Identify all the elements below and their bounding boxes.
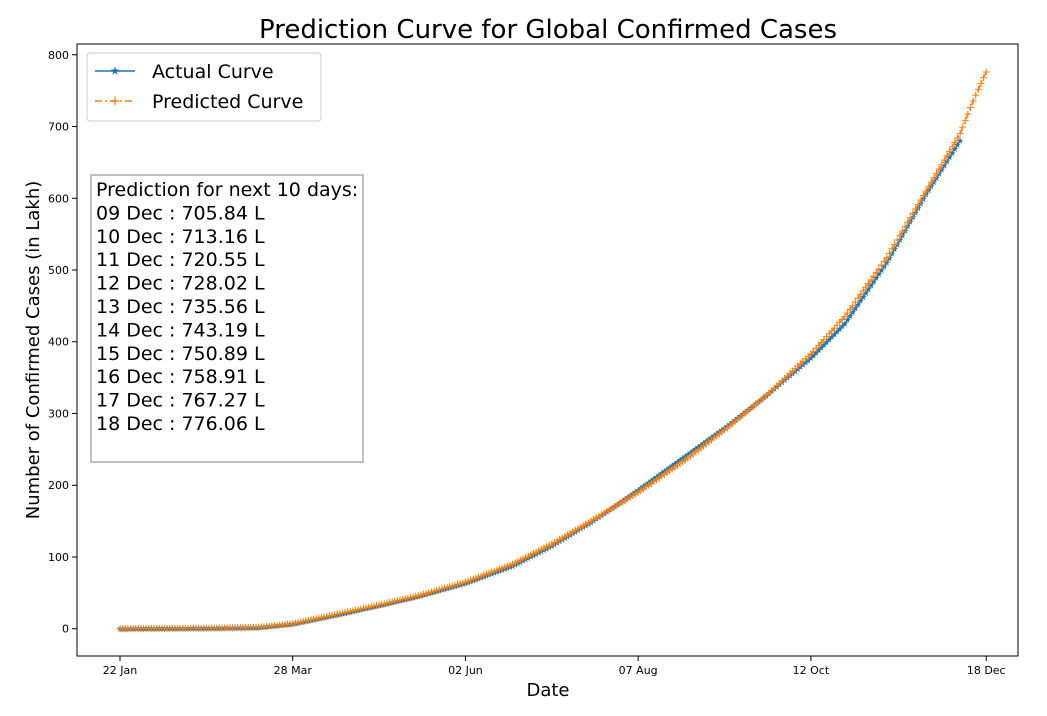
annotation-line: 14 Dec : 743.19 L: [96, 319, 265, 341]
legend-actual-curve-marker: [110, 66, 120, 75]
annotation-box: [90, 174, 364, 463]
chart-title: Prediction Curve for Global Confirmed Ca…: [259, 15, 837, 45]
x-tick-label: 28 Mar: [274, 664, 313, 677]
annotation-line: 10 Dec : 713.16 L: [96, 226, 265, 248]
annotation-heading: Prediction for next 10 days:: [96, 179, 358, 201]
annotation-line: 17 Dec : 767.27 L: [96, 390, 265, 412]
x-tick-label: 12 Oct: [793, 664, 830, 677]
annotation-line: 11 Dec : 720.55 L: [96, 249, 265, 271]
y-tick-label: 500: [48, 264, 69, 277]
y-axis: 0 100 200 300 400 500 600 700 800: [48, 49, 77, 636]
annotation-line: 13 Dec : 735.56 L: [96, 296, 265, 318]
y-tick-label: 200: [48, 479, 69, 492]
y-tick-label: 0: [62, 623, 69, 636]
annotation-line: 18 Dec : 776.06 L: [96, 413, 265, 435]
legend-actual-curve-label: Actual Curve: [152, 61, 274, 83]
legend: Actual Curve Predicted Curve: [86, 52, 322, 122]
series-layer: [116, 68, 990, 633]
legend-predicted-curve-label: Predicted Curve: [152, 91, 303, 113]
x-tick-label: 07 Aug: [619, 664, 658, 677]
annotation-line: 12 Dec : 728.02 L: [96, 273, 265, 295]
y-tick-label: 400: [48, 336, 69, 349]
y-tick-label: 100: [48, 551, 69, 564]
x-tick-label: 18 Dec: [967, 664, 1006, 677]
legend-frame: [86, 52, 322, 122]
annotation-line: 09 Dec : 705.84 L: [96, 202, 265, 224]
y-axis-label: Number of Confirmed Cases (in Lakh): [23, 181, 44, 519]
y-tick-label: 700: [48, 121, 69, 134]
y-tick-label: 600: [48, 192, 69, 205]
y-tick-label: 300: [48, 407, 69, 420]
x-tick-label: 22 Jan: [103, 664, 137, 677]
x-axis: 22 Jan 28 Mar 02 Jun 07 Aug 12 Oct 18 Dec: [103, 656, 1006, 677]
annotation-line: 16 Dec : 758.91 L: [96, 366, 265, 388]
predicted-curve-markers: [116, 68, 990, 633]
annotation-line: 15 Dec : 750.89 L: [96, 343, 265, 365]
x-tick-label: 02 Jun: [448, 664, 483, 677]
x-axis-label: Date: [526, 680, 569, 701]
prediction-annotation: Prediction for next 10 days:09 Dec : 705…: [90, 174, 364, 463]
y-tick-label: 800: [48, 49, 69, 62]
legend-predicted-curve-marker: [110, 96, 120, 106]
